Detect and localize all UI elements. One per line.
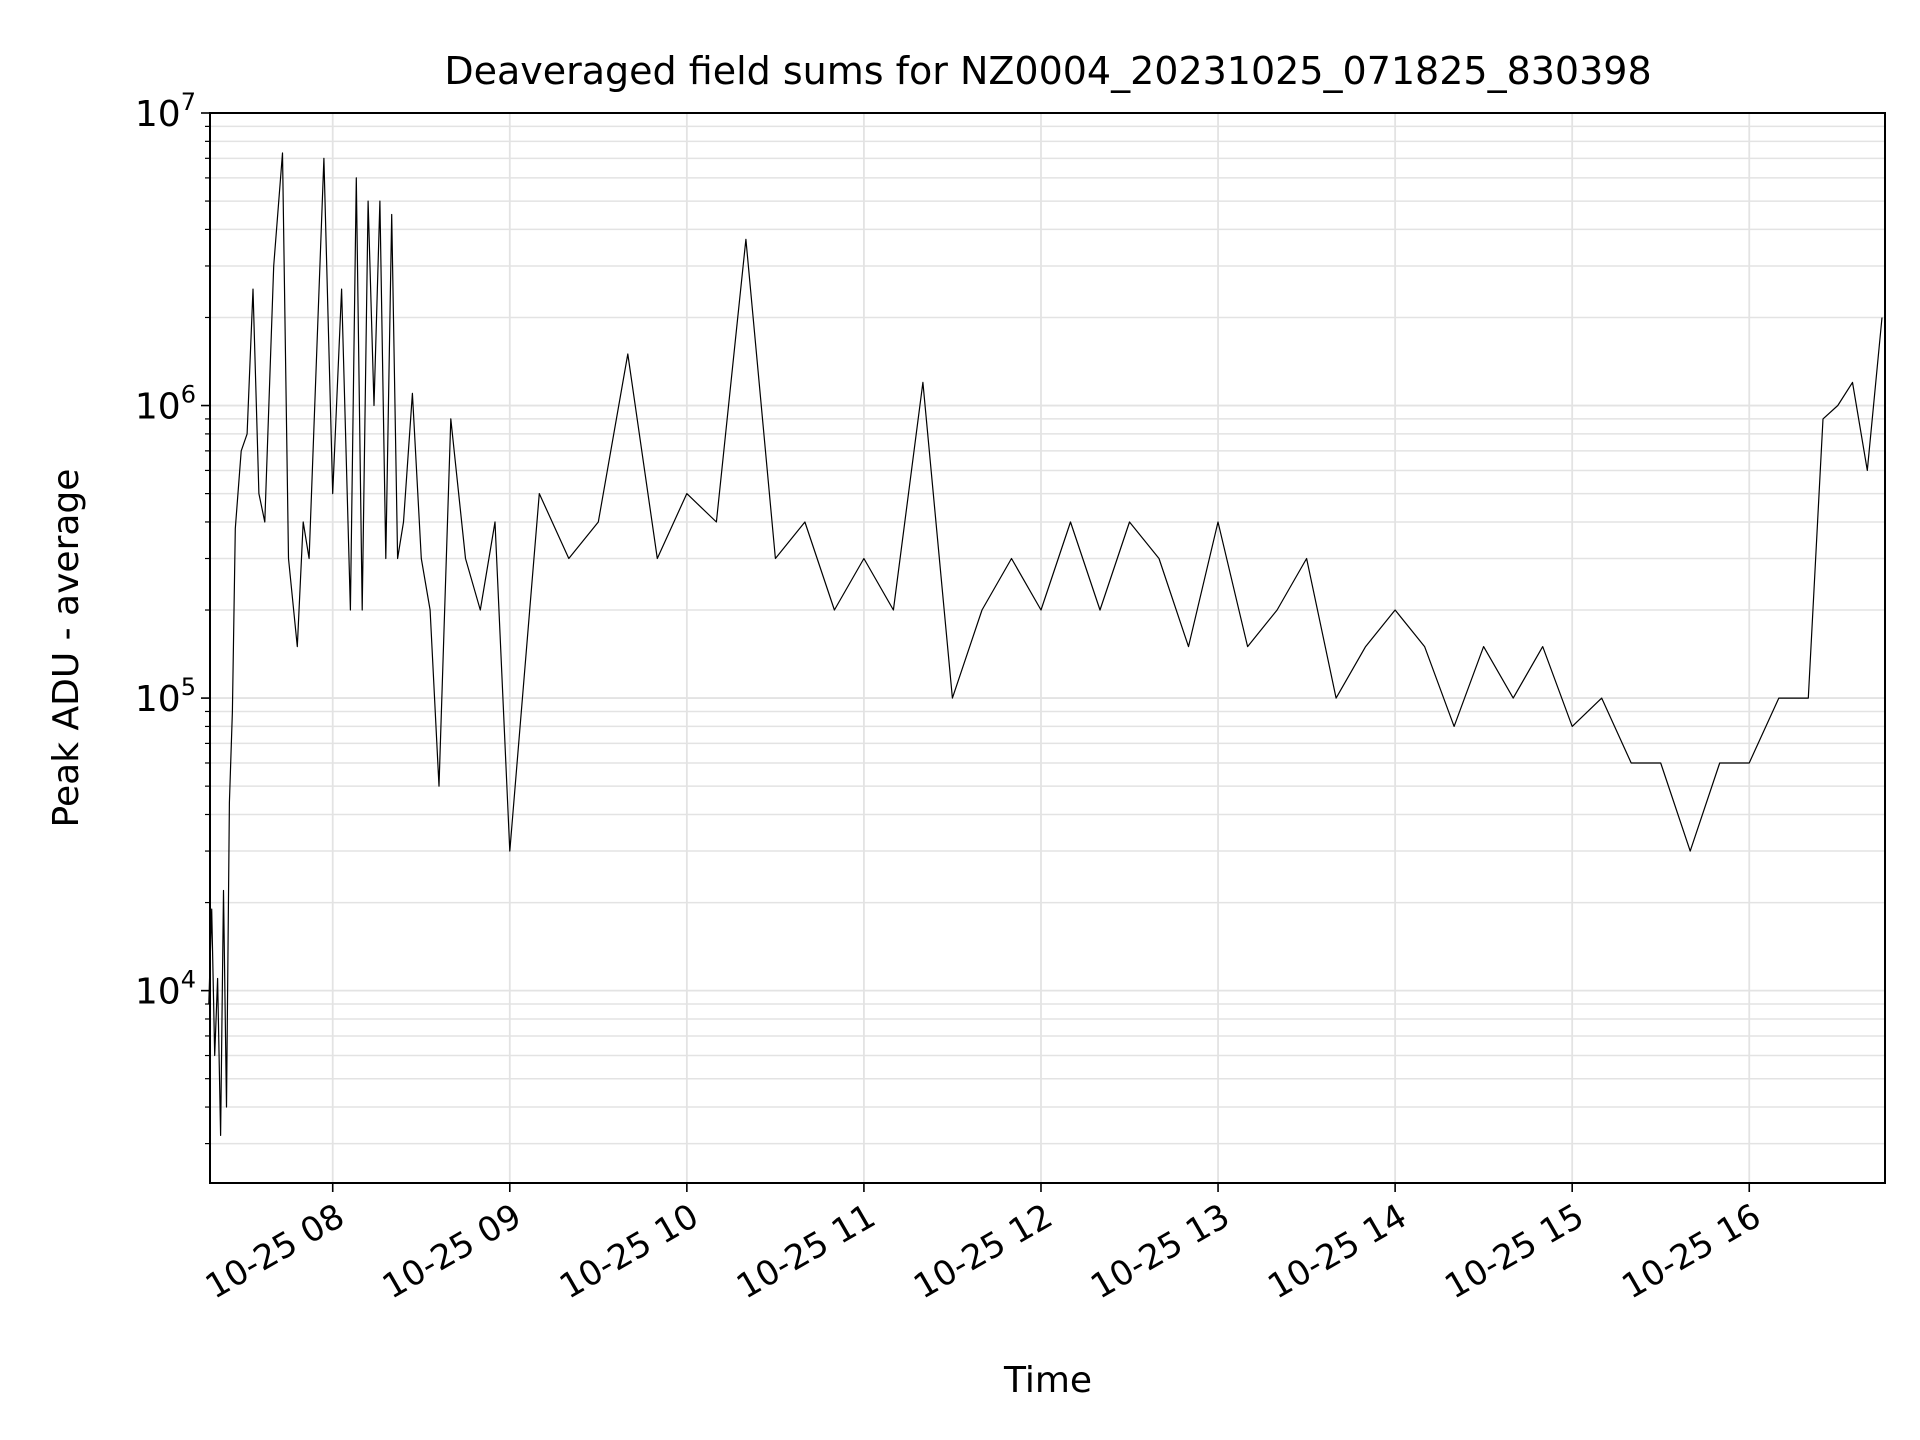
y-tick-label-base: 10 <box>135 972 181 1013</box>
y-tick-label: 104 <box>135 966 196 1013</box>
plot-area-frame <box>209 112 1886 1184</box>
y-tick-label-exponent: 7 <box>181 88 196 116</box>
axis-ticks <box>201 112 1751 1192</box>
series-line <box>208 152 1883 1137</box>
y-tick-label-base: 10 <box>135 679 181 720</box>
y-tick-label-exponent: 5 <box>181 673 196 701</box>
y-tick-label-exponent: 6 <box>181 381 196 409</box>
y-tick-label: 107 <box>135 88 196 135</box>
y-tick-label-exponent: 4 <box>181 966 196 994</box>
x-axis-label: Time <box>1003 1360 1092 1401</box>
y-tick-label-base: 10 <box>135 387 181 428</box>
y-tick-label-base: 10 <box>135 94 181 135</box>
y-tick-label: 105 <box>135 673 196 720</box>
y-tick-label: 106 <box>135 381 196 428</box>
chart-title: Deaveraged field sums for NZ0004_2023102… <box>444 49 1651 93</box>
y-axis-label: Peak ADU - average <box>46 469 87 828</box>
